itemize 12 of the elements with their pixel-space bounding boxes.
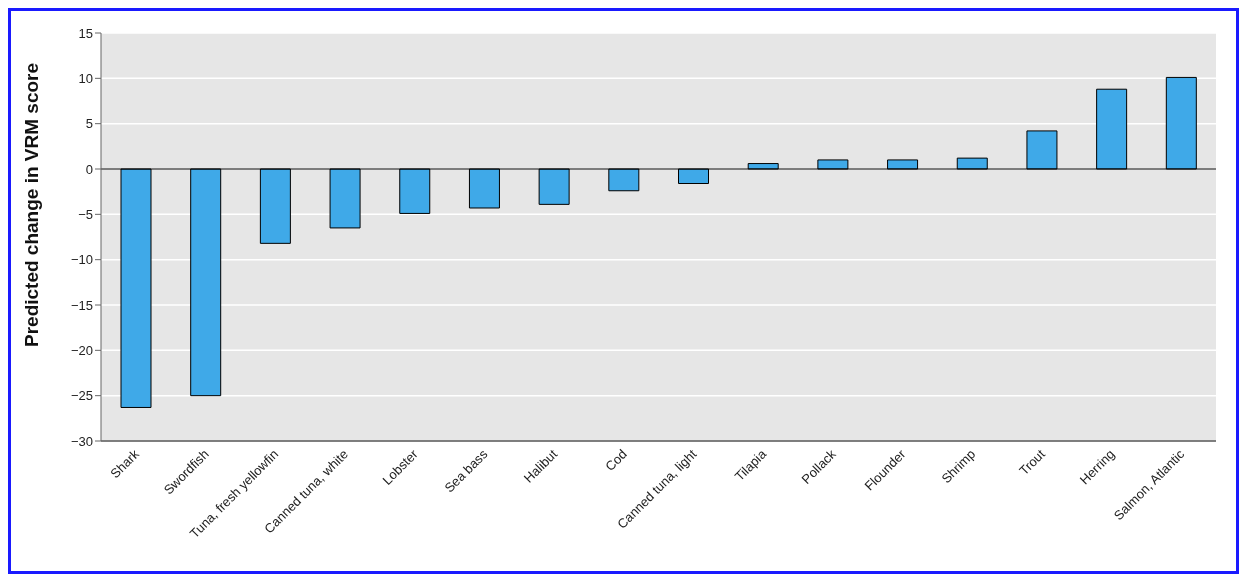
- y-tick-label: 0: [85, 161, 93, 177]
- x-tick-label: Cod: [602, 446, 630, 474]
- y-tick-label: 15: [78, 25, 93, 41]
- y-tick-label: −20: [70, 342, 93, 358]
- y-tick-label: 5: [85, 116, 93, 132]
- y-tick-label: −30: [70, 433, 93, 449]
- y-tick-label: −25: [70, 388, 93, 404]
- y-axis-title: Predicted change in VRM score: [20, 62, 42, 347]
- y-tick-label: 10: [78, 70, 93, 86]
- y-tick-label: −5: [78, 206, 93, 222]
- y-tick-label: −10: [70, 252, 93, 268]
- y-tick-label: −15: [70, 297, 93, 313]
